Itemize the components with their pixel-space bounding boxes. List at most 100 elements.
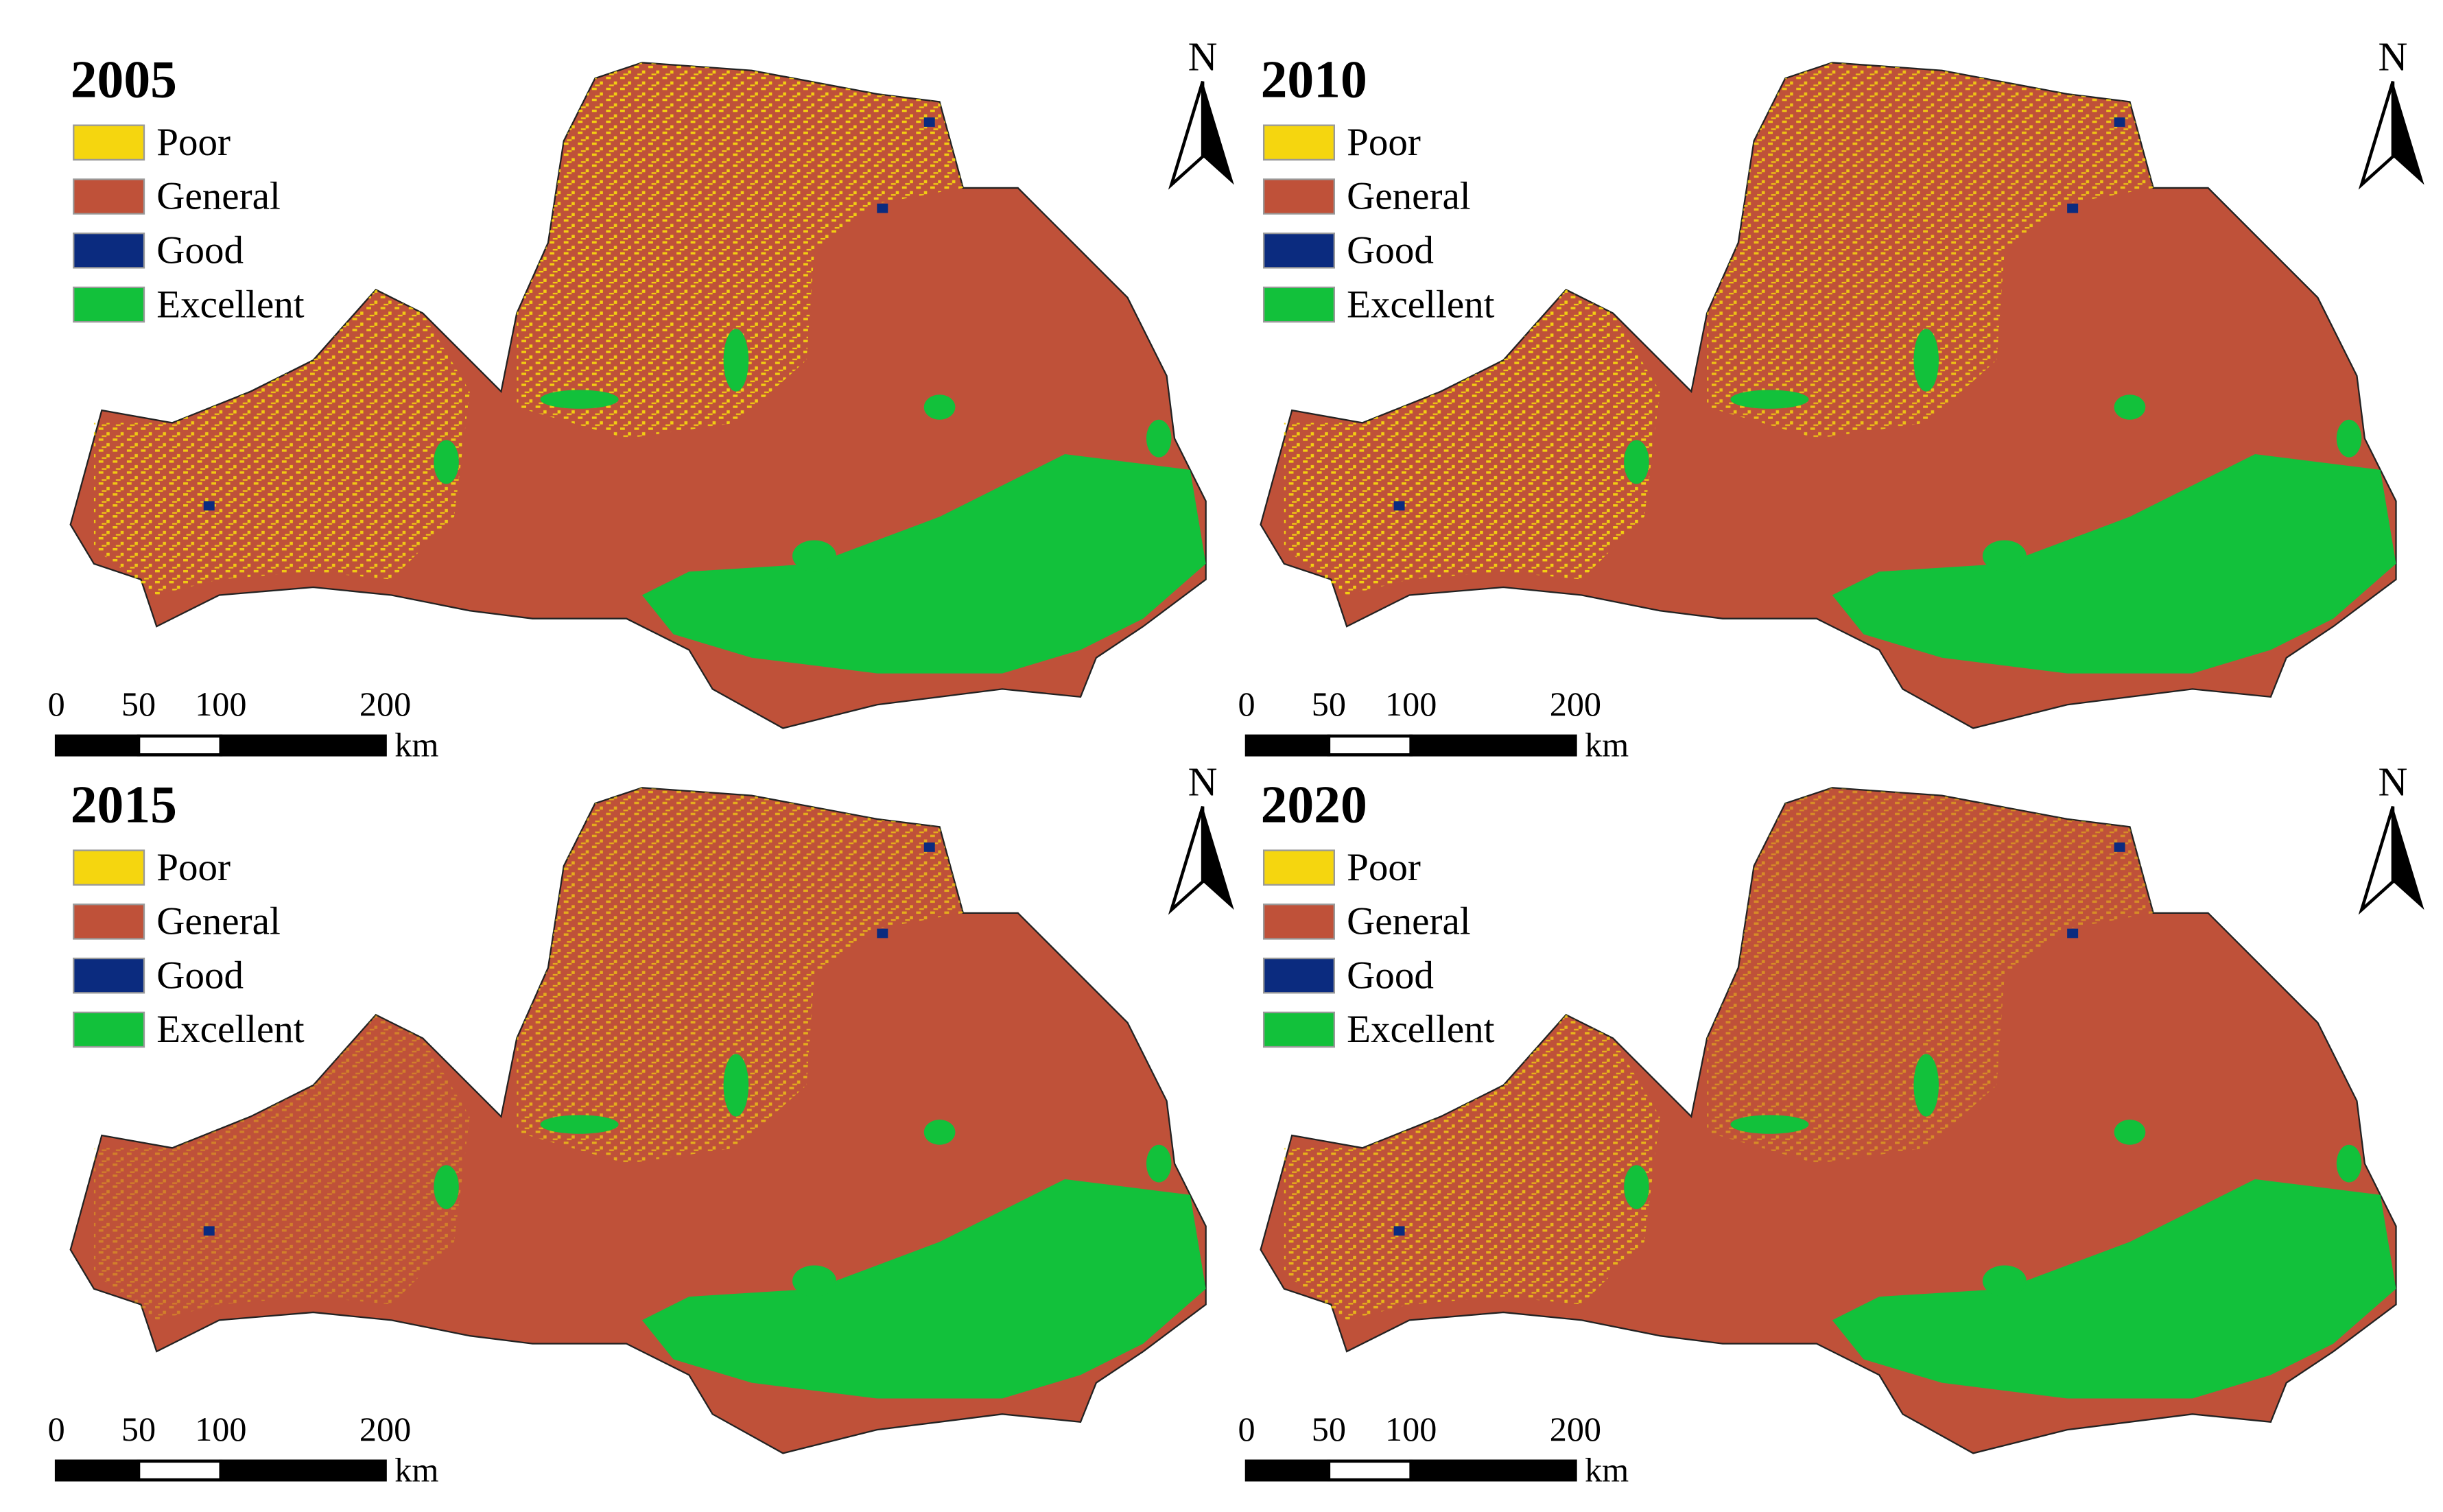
poor-area [1707, 62, 2153, 439]
scale-tick-label: 200 [1550, 685, 1601, 723]
legend-swatch [1262, 286, 1335, 323]
legend-swatch [1262, 1011, 1335, 1048]
scale-tick-label: 0 [1238, 1410, 1255, 1448]
good-patch [2114, 117, 2125, 127]
legend-label: Good [156, 229, 244, 272]
excellent-area [641, 453, 1206, 674]
legend-swatch [1262, 957, 1335, 994]
legend-swatch [73, 178, 145, 215]
legend-label: Excellent [1347, 1008, 1495, 1051]
scale-segment [54, 734, 141, 757]
legend-swatch [73, 957, 145, 994]
scale-tick-label: 50 [1312, 685, 1346, 723]
legend-swatch [73, 903, 145, 940]
scale-segment [1327, 734, 1413, 757]
excellent-patch [1624, 440, 1649, 484]
scale-tick-label: 0 [1238, 685, 1255, 723]
good-patch [923, 842, 935, 852]
legend-swatch [1262, 178, 1335, 215]
excellent-patch [540, 390, 619, 409]
north-arrow-right [2392, 806, 2424, 910]
legend-swatch [73, 286, 145, 323]
good-patch [1393, 1226, 1405, 1236]
legend-swatch [1262, 903, 1335, 940]
scale-tick-label: 200 [1550, 1410, 1601, 1448]
excellent-patch [723, 329, 749, 392]
excellent-patch [540, 1115, 619, 1134]
scale-segment [137, 734, 223, 757]
legend-label: General [1347, 900, 1471, 943]
panel-title: 2010 [1261, 50, 1367, 109]
excellent-patch [1624, 1165, 1649, 1209]
excellent-patch [1982, 540, 2027, 572]
poor-area [93, 1015, 470, 1321]
scale-segment [219, 1459, 387, 1482]
poor-area [1284, 1015, 1660, 1321]
north-label: N [1188, 759, 1218, 805]
panel-title: 2020 [1261, 775, 1367, 834]
good-patch [877, 203, 888, 213]
excellent-patch [792, 540, 836, 572]
poor-area [517, 62, 963, 439]
excellent-area [641, 1179, 1206, 1399]
excellent-patch [1913, 329, 1939, 392]
north-arrow-right [1203, 806, 1234, 910]
north-arrow-left [2358, 81, 2395, 190]
excellent-patch [1982, 1265, 2027, 1297]
scale-tick-label: 50 [121, 685, 156, 723]
poor-area [517, 788, 963, 1164]
legend-label: Poor [156, 846, 231, 889]
scale-segment [137, 1459, 223, 1482]
scale-tick-label: 100 [195, 685, 246, 723]
scale-segment [1409, 734, 1577, 757]
legend-swatch [73, 232, 145, 269]
scale-tick-label: 0 [48, 685, 65, 723]
poor-area [93, 290, 470, 595]
excellent-patch [792, 1265, 836, 1297]
legend-swatch [1262, 232, 1335, 269]
excellent-patch [1730, 390, 1809, 409]
good-patch [203, 1226, 215, 1236]
scale-unit: km [394, 1450, 438, 1489]
scale-segment [219, 734, 387, 757]
scale-segment [54, 1459, 141, 1482]
scale-tick-label: 100 [195, 1410, 246, 1448]
legend-label: Excellent [156, 283, 305, 326]
legend-label: Poor [1347, 121, 1421, 164]
legend-swatch [73, 849, 145, 886]
legend-label: General [156, 900, 281, 943]
excellent-patch [1913, 1054, 1939, 1117]
north-arrow-left [1168, 81, 1205, 190]
scale-tick-label: 200 [359, 685, 411, 723]
good-patch [2114, 842, 2125, 852]
excellent-patch [923, 394, 956, 420]
excellent-patch [434, 440, 459, 484]
legend-swatch [73, 1011, 145, 1048]
good-patch [1393, 501, 1405, 511]
good-patch [2067, 928, 2079, 938]
legend-swatch [73, 124, 145, 161]
legend-label: Good [1347, 954, 1434, 997]
north-label: N [1188, 34, 1218, 80]
good-patch [923, 117, 935, 127]
excellent-patch [2114, 394, 2146, 420]
scale-tick-label: 0 [48, 1410, 65, 1448]
panel-title: 2005 [71, 50, 177, 109]
legend-swatch [1262, 849, 1335, 886]
scale-tick-label: 100 [1385, 685, 1437, 723]
excellent-patch [1730, 1115, 1809, 1134]
scale-unit: km [394, 726, 438, 764]
scale-tick-label: 200 [359, 1410, 411, 1448]
scale-unit: km [1585, 726, 1629, 764]
excellent-patch [2336, 1144, 2362, 1183]
scale-tick-label: 50 [1312, 1410, 1346, 1448]
excellent-area [1832, 453, 2396, 674]
legend-swatch [1262, 124, 1335, 161]
legend-label: General [1347, 175, 1471, 218]
legend-label: General [156, 175, 281, 218]
excellent-patch [2114, 1120, 2146, 1145]
